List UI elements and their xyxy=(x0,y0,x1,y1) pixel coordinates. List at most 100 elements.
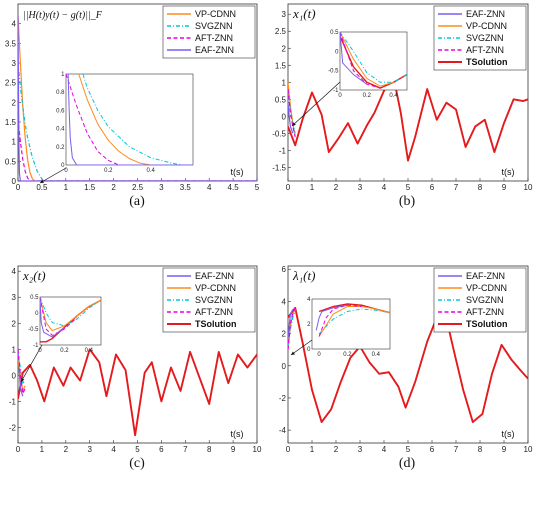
inset-line-vp-cdnn xyxy=(40,297,101,332)
inset-line-eaf-znn xyxy=(315,304,348,331)
x-tick-label: 10 xyxy=(524,445,533,454)
inset-series-group xyxy=(315,303,390,337)
x-tick-label: 4 xyxy=(207,183,212,192)
inset-x-tick-label: 0 xyxy=(317,352,321,358)
x-tick-label: 5 xyxy=(406,445,411,454)
panels: 0 0.5 1 1.5 2 2.5 3 3.5 4 4.5 5 0 0.5 1 1.5 2 2.5 3 3.5 4 ||… xyxy=(5,3,533,471)
zoom-arrow-head xyxy=(292,122,296,126)
x-tick-label: 4.5 xyxy=(228,183,240,192)
inset-series-group xyxy=(340,32,407,89)
y-tick-label: 2 xyxy=(12,319,17,328)
inset-frame xyxy=(311,298,391,350)
legend-entry: AFT-ZNN xyxy=(466,45,504,55)
x-axis-label: t(s) xyxy=(502,429,515,439)
x-tick-label: 8 xyxy=(478,445,483,454)
x-tick-label: 9 xyxy=(502,445,507,454)
legend-entry: AFT-ZNN xyxy=(195,307,233,317)
inset-frame xyxy=(65,73,194,166)
x-tick-label: 5 xyxy=(255,183,260,192)
x-tick-label: 1 xyxy=(310,445,315,454)
x-tick-label: 0 xyxy=(286,445,291,454)
x-tick-label: 5 xyxy=(406,183,411,192)
zoom-arrow xyxy=(39,167,67,184)
series-group xyxy=(18,15,257,181)
y-tick-label: 1 xyxy=(282,78,287,87)
inset-y-tick-label: 0.8 xyxy=(56,90,65,96)
x-tick-label: 1 xyxy=(64,183,69,192)
series-group xyxy=(288,76,528,162)
legend-entry: VP-CDNN xyxy=(466,283,507,293)
legend-entry: VP-CDNN xyxy=(195,9,236,19)
inset-x-tick-label: 0 xyxy=(64,168,68,174)
y-tick-label: -1.5 xyxy=(272,163,286,172)
series-group xyxy=(18,348,257,437)
inset-y-tick-label: 1 xyxy=(61,72,65,78)
inset-x-tick-label: 0 xyxy=(338,93,342,99)
series-line-tsolution xyxy=(18,348,257,437)
y-tick-label: 3 xyxy=(12,59,17,68)
x-axis-label: t(s) xyxy=(231,167,244,177)
inset-x-tick-label: 0.2 xyxy=(363,93,372,99)
legend-entry: SVGZNN xyxy=(466,33,504,43)
inset-x-tick-label: 0.2 xyxy=(343,352,352,358)
x-tick-label: 4 xyxy=(382,183,387,192)
inset-line-vp-cdnn xyxy=(318,306,390,337)
y-tick-label: -2 xyxy=(9,423,17,432)
y-tick-label: 2 xyxy=(282,330,287,339)
zoom-arrow xyxy=(290,339,313,356)
legend-entry: SVGZNN xyxy=(195,21,233,31)
inset-x-tick-label: 0.4 xyxy=(372,352,381,358)
y-tick-label: 2.5 xyxy=(275,27,287,36)
y-tick-label: 0 xyxy=(12,371,17,380)
series-line-aft-znn xyxy=(18,118,257,181)
zoom-arrow-head xyxy=(40,179,44,183)
x-tick-label: 9 xyxy=(231,445,236,454)
legend-entry: TSolution xyxy=(466,319,508,329)
legend: EAF-ZNN VP-CDNN SVGZNN AFT-ZNN TSolution xyxy=(162,267,256,333)
y-tick-label: 0.5 xyxy=(5,157,17,166)
inset-y-tick-label: 0.4 xyxy=(56,127,65,133)
legend-entry: SVGZNN xyxy=(466,295,504,305)
inset-x-tick-label: 0.2 xyxy=(104,168,113,174)
x-tick-label: 7 xyxy=(454,445,459,454)
y-tick-label: -1 xyxy=(9,397,17,406)
inset-line-svgznn xyxy=(340,32,407,83)
inset-x-tick-label: 0 xyxy=(38,348,42,354)
inset-y-tick-label: 4 xyxy=(307,297,311,303)
inset-y-tick-label: 0 xyxy=(307,347,311,353)
inset-y-tick-label: -0.5 xyxy=(328,69,339,75)
series-line-eaf-znn xyxy=(288,102,294,134)
inset-line-aft-znn xyxy=(318,304,362,337)
legend-entry: EAF-ZNN xyxy=(195,45,234,55)
inset-x-tick-label: 0.2 xyxy=(60,348,69,354)
x-tick-label: 9 xyxy=(502,183,507,192)
series-line-eaf-znn xyxy=(288,309,294,342)
panel-a: 0 0.5 1 1.5 2 2.5 3 3.5 4 4.5 5 0 0.5 1 1.5 2 2.5 3 3.5 4 ||… xyxy=(5,3,260,209)
x-tick-label: 6 xyxy=(430,183,435,192)
panel-b: 0 1 2 3 4 5 6 7 8 9 10 -1.5 -1 -0.5 0 0.5 1 1.5 2 2.5 3 x₁(t)… xyxy=(272,3,533,209)
y-tick-label: 3 xyxy=(12,293,17,302)
series-line-vp-cdnn xyxy=(288,309,296,350)
x-tick-label: 0 xyxy=(16,445,21,454)
inset-y-tick-label: -1 xyxy=(33,343,39,349)
chart-title: λ₁(t) xyxy=(292,268,315,283)
zoom-arrow xyxy=(291,81,341,127)
y-tick-label: 4 xyxy=(12,267,17,276)
y-tick-label: 4 xyxy=(12,20,17,29)
inset-x-tick-label: 0.4 xyxy=(146,168,155,174)
y-tick-label: 0 xyxy=(12,177,17,186)
inset-y-tick-label: 0.5 xyxy=(330,30,339,36)
legend: VP-CDNN SVGZNN AFT-ZNN EAF-ZNN xyxy=(162,5,256,59)
series-line-vp-cdnn xyxy=(18,15,257,181)
x-tick-label: 10 xyxy=(524,183,533,192)
x-tick-label: 2 xyxy=(111,183,116,192)
legend-entry: VP-CDNN xyxy=(466,21,507,31)
inset-y-tick-label: -1 xyxy=(333,88,339,94)
x-tick-label: 0 xyxy=(286,183,291,192)
y-tick-label: -0.5 xyxy=(272,129,286,138)
y-tick-label: 1 xyxy=(12,138,17,147)
legend: EAF-ZNN VP-CDNN SVGZNN AFT-ZNN TSolution xyxy=(433,5,527,71)
y-tick-label: 3 xyxy=(282,10,287,19)
inset-line-aft-znn xyxy=(66,74,193,165)
